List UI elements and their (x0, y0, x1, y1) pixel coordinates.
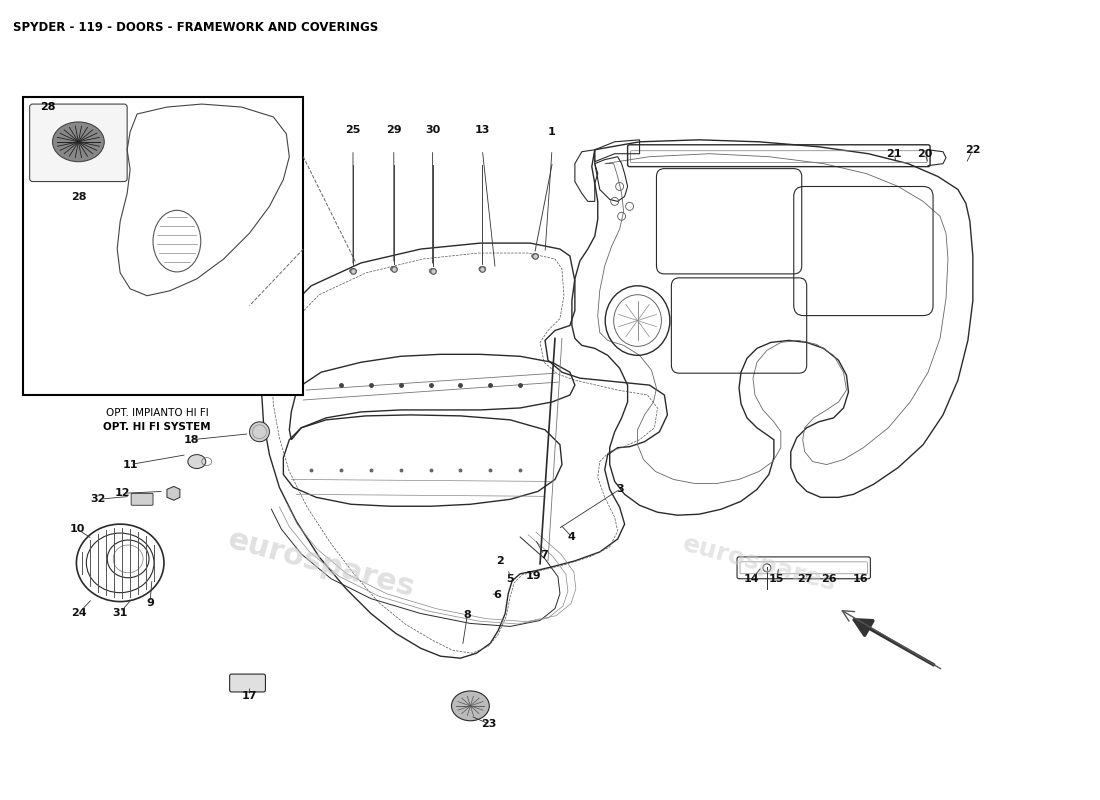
Text: 11: 11 (122, 459, 138, 470)
Text: 14: 14 (745, 574, 760, 584)
Text: 28: 28 (70, 193, 86, 202)
Text: 8: 8 (463, 610, 471, 619)
Text: 5: 5 (506, 574, 514, 584)
Ellipse shape (188, 454, 206, 469)
Text: 27: 27 (798, 574, 813, 584)
Text: 20: 20 (917, 149, 933, 158)
Text: 6: 6 (493, 590, 502, 600)
Text: 32: 32 (90, 494, 106, 504)
FancyBboxPatch shape (230, 674, 265, 692)
Text: 31: 31 (112, 607, 128, 618)
Ellipse shape (390, 266, 397, 271)
Text: 22: 22 (965, 145, 980, 154)
Ellipse shape (429, 269, 436, 274)
Text: 23: 23 (481, 718, 496, 729)
FancyBboxPatch shape (30, 104, 128, 182)
FancyBboxPatch shape (23, 97, 304, 395)
Text: 24: 24 (72, 607, 87, 618)
Ellipse shape (478, 266, 486, 271)
Text: eurospares: eurospares (224, 525, 418, 602)
Text: 1: 1 (548, 127, 556, 137)
Text: 4: 4 (568, 532, 575, 542)
Text: 15: 15 (769, 574, 784, 584)
Text: 10: 10 (69, 524, 85, 534)
Text: 18: 18 (184, 434, 199, 445)
Text: 13: 13 (475, 125, 490, 135)
Text: 17: 17 (242, 691, 257, 701)
Polygon shape (167, 486, 180, 500)
Text: 7: 7 (540, 550, 548, 560)
Text: 29: 29 (386, 125, 402, 135)
Text: SPYDER - 119 - DOORS - FRAMEWORK AND COVERINGS: SPYDER - 119 - DOORS - FRAMEWORK AND COV… (13, 21, 378, 34)
Text: 16: 16 (852, 574, 868, 584)
Text: OPT. HI FI SYSTEM: OPT. HI FI SYSTEM (103, 422, 211, 432)
Text: 9: 9 (146, 598, 154, 607)
Text: 30: 30 (425, 125, 440, 135)
Text: 19: 19 (526, 570, 541, 581)
FancyBboxPatch shape (131, 494, 153, 506)
Text: 26: 26 (821, 574, 836, 584)
Circle shape (250, 422, 270, 442)
Ellipse shape (350, 269, 356, 274)
Text: eurospares: eurospares (680, 532, 838, 596)
Text: 25: 25 (345, 125, 361, 135)
Text: 28: 28 (41, 102, 56, 112)
Ellipse shape (451, 691, 490, 721)
Text: 3: 3 (616, 484, 624, 494)
Text: 21: 21 (887, 149, 902, 158)
Text: OPT. IMPIANTO HI FI: OPT. IMPIANTO HI FI (106, 408, 208, 418)
Ellipse shape (53, 122, 104, 162)
Text: 12: 12 (114, 488, 130, 498)
Text: 2: 2 (496, 556, 504, 566)
Ellipse shape (531, 254, 539, 258)
